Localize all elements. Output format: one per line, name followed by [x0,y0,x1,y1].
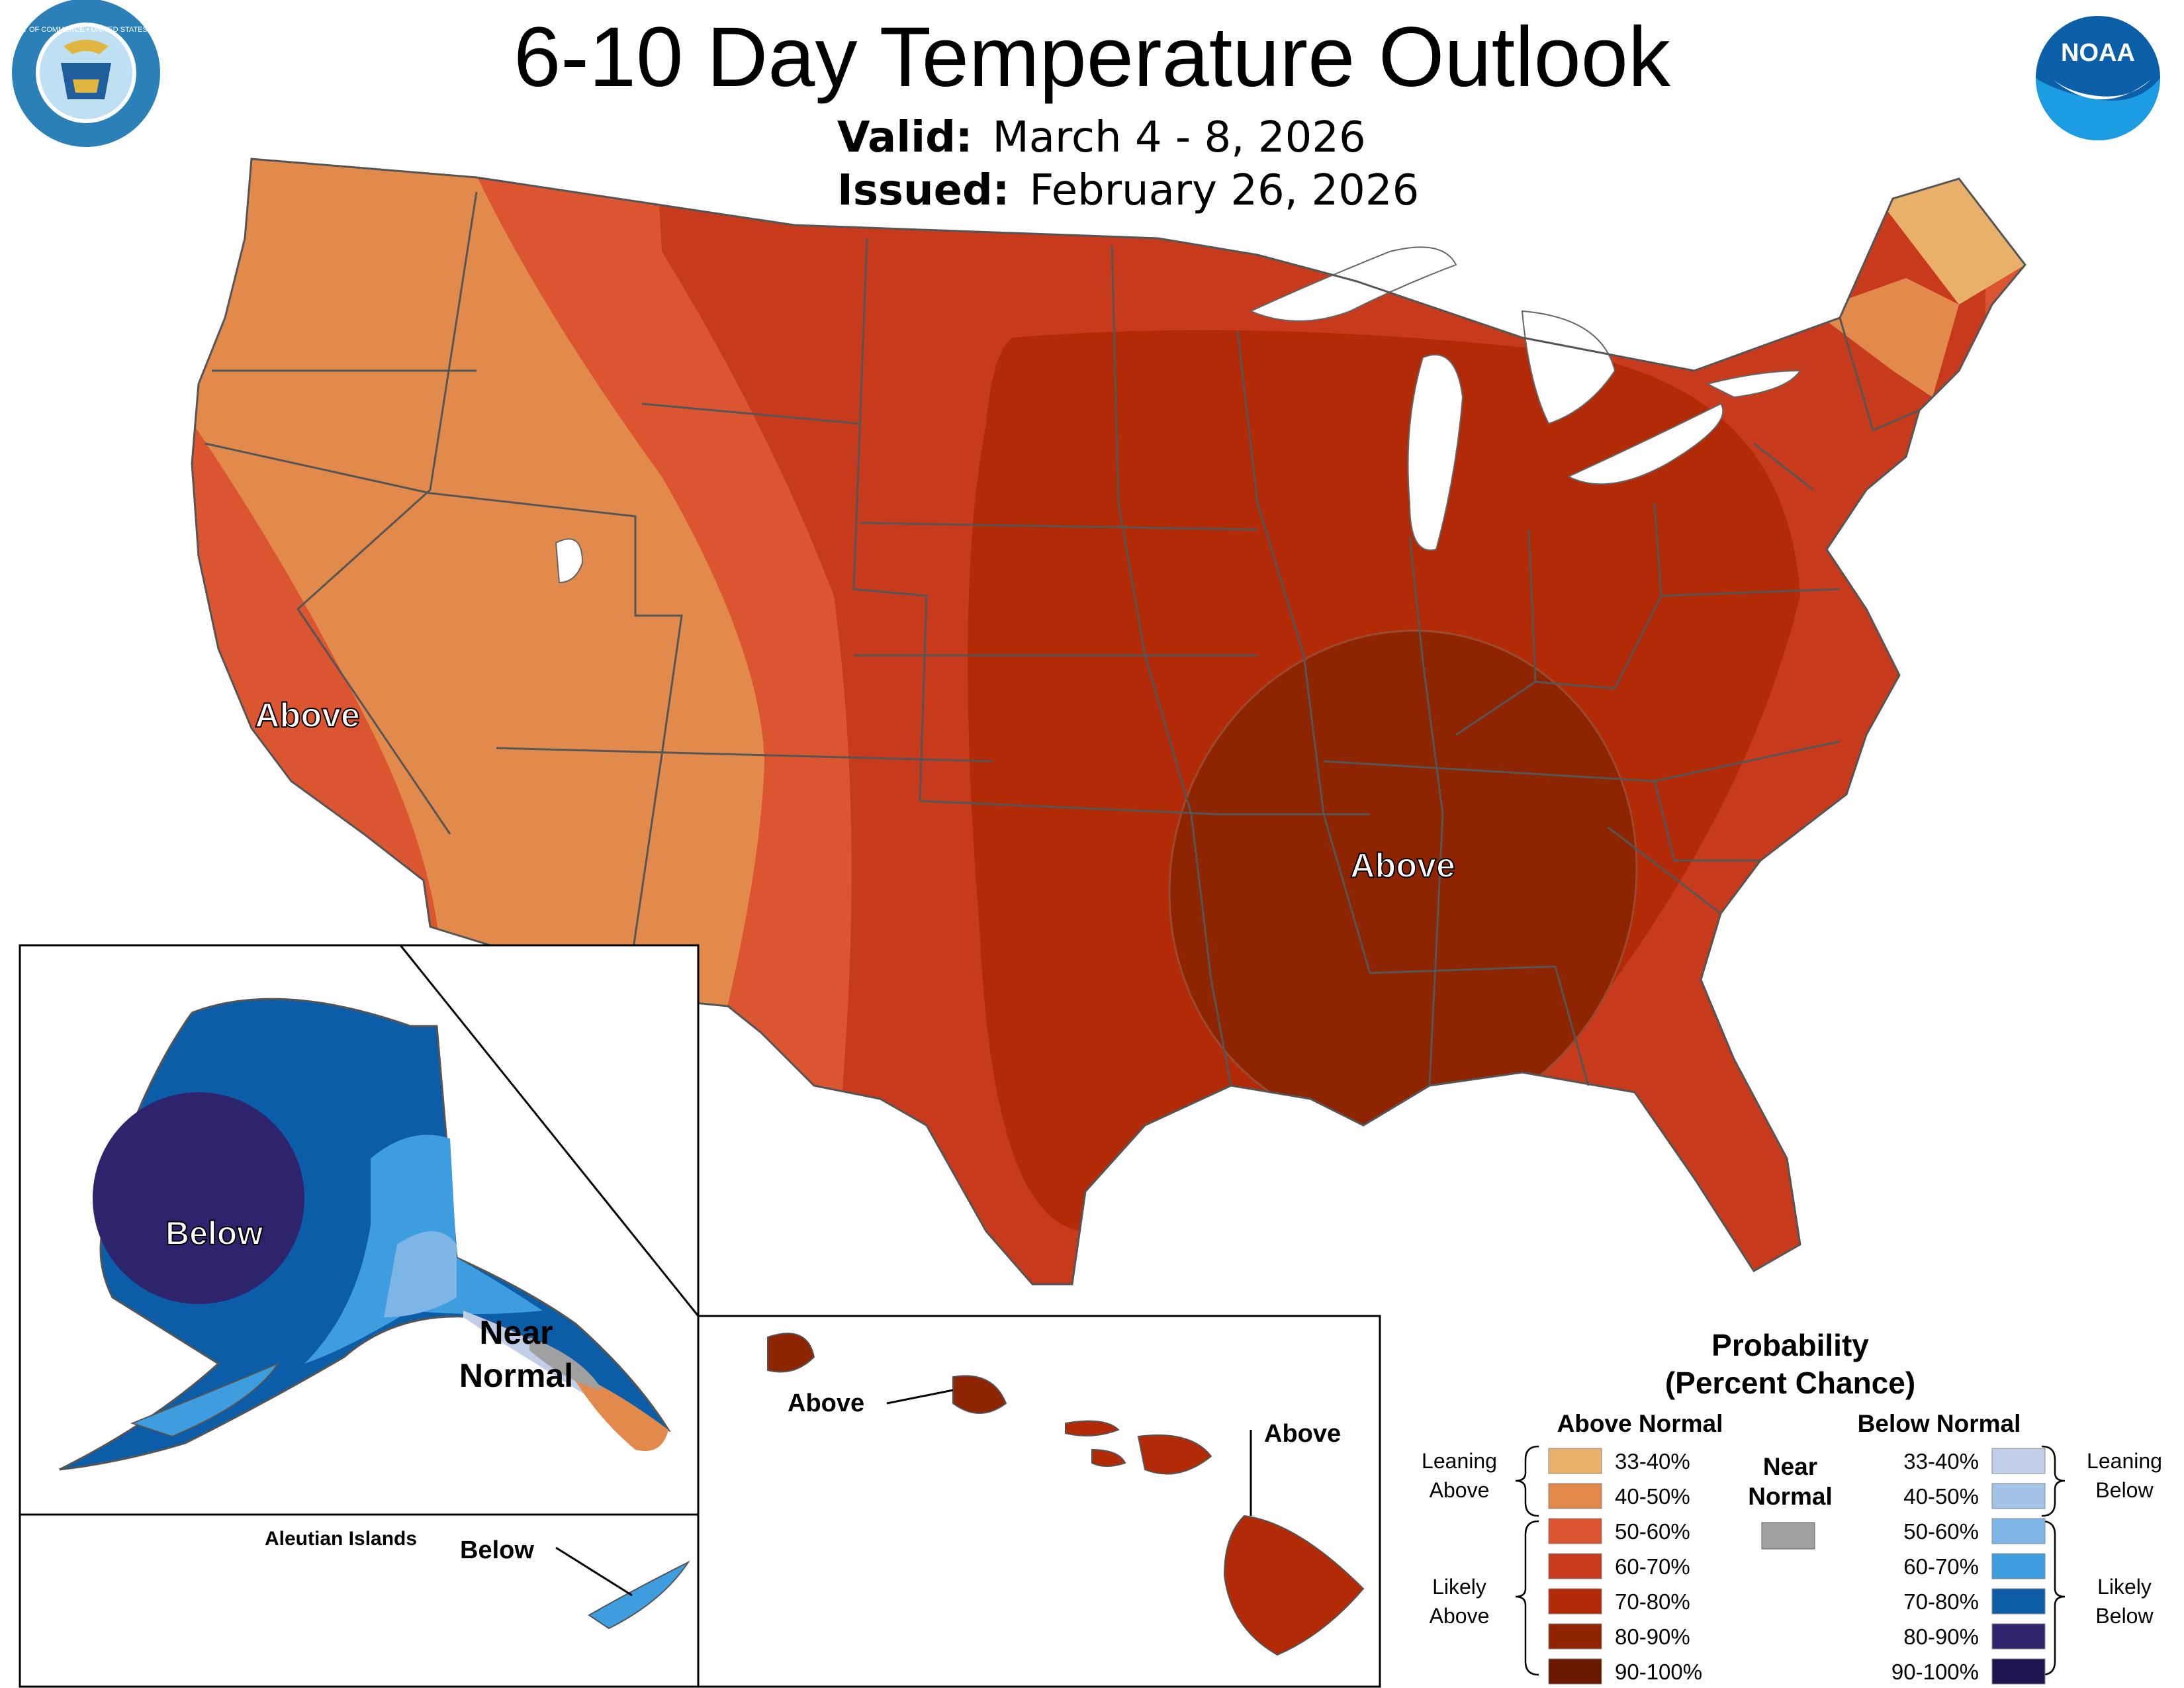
above-swatch-label-0: 33-40% [1615,1449,1690,1474]
issued-label: Issued: [837,166,1010,215]
near-normal-swatch [1761,1522,1815,1550]
below-swatch-label-3: 60-70% [1903,1554,1979,1579]
below-swatch-4 [1991,1588,2046,1615]
below-swatch-1 [1991,1483,2046,1509]
conus-southeast-label: Above [1350,847,1455,885]
leaning-below-text-1: Leaning [2087,1449,2162,1473]
above-swatch-label-2: 50-60% [1615,1519,1690,1544]
alaska-label: Below [165,1215,263,1252]
above-swatch-1 [1548,1483,1602,1509]
valid-label: Valid: [837,113,973,162]
leaning-above-text-2: Above [1430,1478,1490,1502]
leaning-below-text-2: Below [2095,1478,2154,1502]
above-swatch-6 [1548,1658,1602,1685]
below-swatch-label-1: 40-50% [1903,1484,1979,1509]
zone-40-50-new-england [1813,278,1959,397]
great-lakes [555,246,1801,584]
great-salt-lake [555,538,584,584]
aleutian-label: Below [460,1536,534,1564]
lake-michigan [1407,354,1464,551]
above-swatch-label-4: 70-80% [1615,1589,1690,1614]
below-normal-header: Below Normal [1858,1410,2021,1437]
zone-33-40-maine [1873,179,2025,305]
zone-40-50-west [192,159,764,1059]
state-boundaries [191,158,2026,1286]
above-swatch-0 [1548,1448,1602,1474]
alaska-normal-label: Normal [459,1357,573,1394]
issued-date: February 26, 2026 [1029,166,1420,215]
above-swatch-4 [1548,1588,1602,1615]
legend: Probability (Percent Chance) Above Norma… [1422,1328,2162,1685]
above-swatch-label-1: 40-50% [1615,1484,1690,1509]
below-swatch-label-0: 33-40% [1903,1449,1979,1474]
aleutian-title: Aleutian Islands [265,1528,417,1550]
alaska-near-label: Near [479,1314,553,1351]
valid-dates: March 4 - 8, 2026 [992,113,1366,162]
below-swatch-label-6: 90-100% [1891,1660,1979,1684]
noaa-logo: NOAA [2036,16,2160,140]
above-swatch-label-3: 60-70% [1615,1554,1690,1579]
noaa-logo-text: NOAA [2061,39,2135,67]
department-of-commerce-seal: DEPARTMENT OF COMMERCE • UNITED STATES O… [0,0,195,147]
below-swatch-label-2: 50-60% [1903,1519,1979,1544]
hawaii-inset: Above Above [697,1315,1381,1688]
below-swatch-2 [1991,1518,2046,1544]
below-swatch-label-5: 80-90% [1903,1624,1979,1649]
likely-above-text-1: Likely [1432,1575,1486,1599]
alaska-inset: Below Near Normal Aleutian Islands Below [19,944,700,1688]
below-swatch-5 [1991,1623,2046,1650]
legend-braces [1515,1445,2066,1676]
below-swatch-0 [1991,1448,2046,1474]
lake-ontario [1706,369,1801,399]
conus-west-label: Above [255,696,360,735]
issued-line: Issued: February 26, 2026 [837,165,1419,216]
likely-above-text-2: Above [1430,1604,1490,1628]
below-swatch-3 [1991,1553,2046,1579]
lake-erie [1567,402,1724,485]
likely-below-text-1: Likely [2097,1575,2152,1599]
above-normal-header: Above Normal [1557,1410,1723,1437]
lake-huron [1521,310,1616,425]
above-swatch-label-6: 90-100% [1615,1660,1702,1684]
below-swatch-6 [1991,1658,2046,1685]
below-swatch-label-4: 70-80% [1903,1589,1979,1614]
legend-title: Probability [1711,1328,1869,1362]
above-swatch-5 [1548,1623,1602,1650]
map-title: 6-10 Day Temperature Outlook [514,10,1670,105]
below-legend-rows: 33-40% 40-50% 50-60% 60-70% 70-80% 80-90% 90-1… [1891,1448,2046,1685]
near-normal-header-2: Normal [1748,1483,1832,1510]
above-legend-rows: 33-40% 40-50% 50-60% 60-70% 70-80% 80-90% 90-1… [1548,1448,1702,1685]
conus-probability-zones [192,159,2025,1284]
above-swatch-3 [1548,1553,1602,1579]
above-swatch-label-5: 80-90% [1615,1624,1690,1649]
seal-ring-text: DEPARTMENT OF COMMERCE • UNITED STATES O… [0,26,195,34]
hawaii-big-island-label: Above [1264,1420,1341,1448]
legend-subtitle: (Percent Chance) [1665,1366,1915,1400]
above-swatch-2 [1548,1518,1602,1544]
valid-line: Valid: March 4 - 8, 2026 [837,113,1366,163]
hawaii-oahu-label: Above [788,1389,864,1417]
leaning-above-text-1: Leaning [1422,1449,1497,1473]
likely-below-text-2: Below [2095,1604,2154,1628]
near-normal-header-1: Near [1763,1453,1817,1480]
